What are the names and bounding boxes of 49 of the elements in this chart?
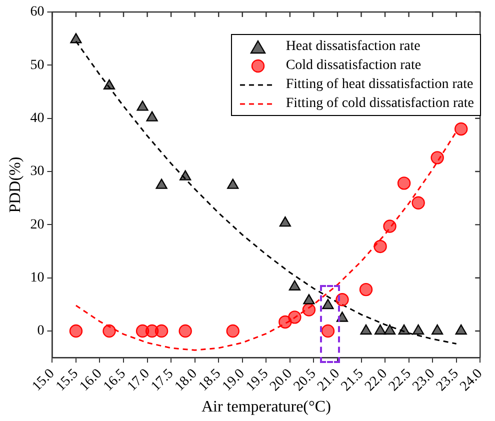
x-axis-title: Air temperature(°C) [201,398,331,416]
y-tick-label: 40 [30,111,44,126]
legend-label: Fitting of heat dissatisfaction rate [286,77,474,92]
point [302,303,316,316]
point [136,100,148,111]
point [288,280,300,290]
point [146,111,158,122]
point [374,324,386,335]
point [226,324,240,338]
point [156,178,168,189]
point [227,178,239,189]
point [430,151,444,164]
point [321,324,335,338]
point [102,324,116,338]
point [383,220,396,233]
point [359,282,373,296]
point [454,122,468,136]
point [322,298,334,310]
point [279,216,291,227]
y-tick-label: 20 [30,217,44,232]
point [278,315,292,329]
point [398,324,410,335]
point [154,324,168,338]
point [178,324,192,338]
y-tick-label: 30 [30,164,44,180]
point [432,324,444,335]
point [303,294,315,304]
point [180,170,192,180]
point [69,324,83,338]
point [412,324,424,335]
point [288,310,302,324]
point [397,176,411,190]
point [412,196,425,210]
point [336,293,349,306]
point [384,324,396,335]
point [374,240,387,254]
point [103,79,116,90]
y-tick-label: 10 [30,270,44,286]
y-tick-label: 0 [37,324,44,339]
point [455,324,467,335]
legend-label: Heat dissatisfaction rate [286,39,420,54]
legend-label: Fitting of cold dissatisfaction rate [286,96,474,111]
y-tick-label: 60 [30,4,44,20]
legend-label: Cold dissatisfaction rate [286,58,422,73]
y-axis-title: PDD(%) [6,156,24,213]
y-tick-label: 50 [30,58,44,73]
x-tick-label: 24.0 [458,366,486,394]
point [70,33,82,44]
point [360,324,372,335]
